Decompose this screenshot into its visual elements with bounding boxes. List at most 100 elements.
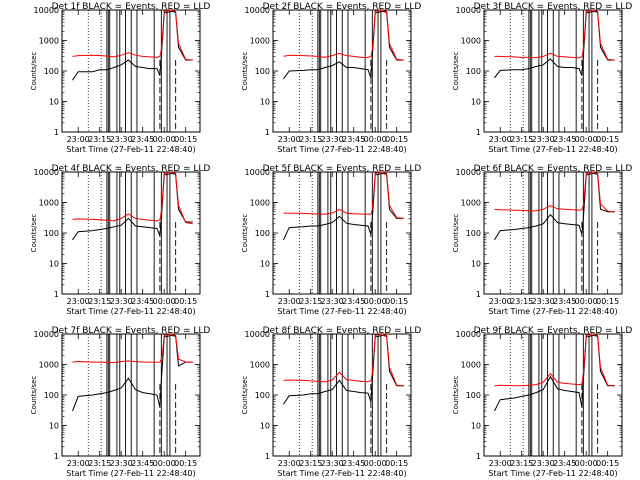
y-tick-label: 10 — [260, 260, 270, 269]
y-tick-label: 1 — [54, 128, 59, 137]
y-tick-label: 10000 — [456, 6, 481, 15]
x-tick-label: 23:45 — [342, 459, 365, 468]
y-axis-label: Counts/sec — [452, 214, 460, 253]
x-axis-label: Start Time (27-Feb-11 22:48:40) — [66, 145, 195, 154]
y-tick-label: 10 — [49, 98, 59, 107]
x-tick-label: 23:45 — [342, 297, 365, 306]
series-line-lld — [283, 171, 404, 219]
x-tick-label: 23:00 — [278, 297, 301, 306]
y-tick-label: 10000 — [34, 168, 59, 177]
panel-det-6f: Det 6f BLACK = Events, RED = LLD 1 10 100 10… — [452, 164, 632, 316]
x-tick-label: 23:30 — [532, 459, 555, 468]
x-tick-label: 23:30 — [321, 459, 344, 468]
series-line-lld — [494, 171, 615, 213]
y-tick-label: 1 — [265, 452, 270, 461]
y-tick-label: 10 — [471, 98, 481, 107]
x-tick-label: 23:15 — [299, 297, 322, 306]
y-tick-label: 1000 — [39, 199, 59, 208]
x-tick-label: 23:00 — [67, 459, 90, 468]
y-axis-label: Counts/sec — [452, 52, 460, 91]
series-line-events — [494, 334, 615, 412]
y-tick-label: 10000 — [245, 6, 270, 15]
series-line-events — [283, 172, 404, 241]
series-line-events — [72, 334, 193, 412]
series-line-events — [72, 10, 193, 81]
x-tick-label: 00:15 — [174, 135, 197, 144]
series-line-events — [494, 10, 615, 79]
y-tick-label: 10000 — [456, 330, 481, 339]
panel-title: Det 6f BLACK = Events, RED = LLD — [474, 164, 633, 174]
y-tick-label: 100 — [44, 229, 59, 238]
x-tick-label: 00:15 — [596, 459, 619, 468]
panel-det-4f: Det 4f BLACK = Events, RED = LLD 1 10 100 10… — [30, 164, 210, 316]
y-tick-label: 1000 — [250, 361, 270, 370]
x-tick-label: 23:45 — [131, 135, 154, 144]
y-axis-label: Counts/sec — [452, 376, 460, 415]
x-axis-label: Start Time (27-Feb-11 22:48:40) — [488, 145, 617, 154]
y-tick-label: 10 — [49, 260, 59, 269]
series-line-lld — [72, 9, 193, 61]
y-tick-label: 1000 — [461, 199, 481, 208]
y-tick-label: 1 — [476, 290, 481, 299]
x-tick-label: 23:45 — [131, 297, 154, 306]
x-tick-label: 00:15 — [385, 297, 408, 306]
y-tick-label: 10000 — [34, 330, 59, 339]
series-line-events — [72, 172, 193, 241]
x-axis-label: Start Time (27-Feb-11 22:48:40) — [277, 469, 406, 478]
y-tick-label: 1000 — [250, 37, 270, 46]
y-tick-label: 1000 — [39, 37, 59, 46]
y-tick-label: 10 — [49, 422, 59, 431]
y-axis-label: Counts/sec — [241, 52, 249, 91]
y-tick-label: 1000 — [39, 361, 59, 370]
x-axis-label: Start Time (27-Feb-11 22:48:40) — [277, 307, 406, 316]
y-tick-label: 100 — [255, 67, 270, 76]
y-tick-label: 10000 — [245, 330, 270, 339]
y-tick-label: 1 — [476, 128, 481, 137]
y-tick-label: 10 — [260, 422, 270, 431]
x-tick-label: 23:30 — [532, 297, 555, 306]
series-line-lld — [283, 333, 404, 387]
panel-det-8f: Det 8f BLACK = Events, RED = LLD 1 10 100 10… — [241, 326, 421, 478]
panel-title: Det 3f BLACK = Events, RED = LLD — [474, 2, 633, 12]
panel-det-7f: Det 7f BLACK = Events, RED = LLD 1 10 100 10… — [30, 326, 210, 478]
x-tick-label: 00:00 — [153, 459, 176, 468]
x-tick-label: 23:30 — [321, 297, 344, 306]
x-tick-label: 00:00 — [575, 297, 598, 306]
y-tick-label: 10 — [471, 422, 481, 431]
x-tick-label: 00:15 — [385, 459, 408, 468]
x-tick-label: 23:30 — [110, 135, 133, 144]
y-tick-label: 1 — [265, 290, 270, 299]
x-tick-label: 00:00 — [153, 297, 176, 306]
x-tick-label: 23:00 — [278, 459, 301, 468]
x-tick-label: 00:00 — [364, 135, 387, 144]
series-line-lld — [283, 9, 404, 61]
x-tick-label: 23:00 — [489, 135, 512, 144]
x-tick-label: 00:00 — [575, 459, 598, 468]
panel-det-2f: Det 2f BLACK = Events, RED = LLD 1 10 100 10… — [241, 2, 421, 154]
x-axis-label: Start Time (27-Feb-11 22:48:40) — [66, 307, 195, 316]
x-tick-label: 23:15 — [510, 297, 533, 306]
y-tick-label: 10000 — [245, 168, 270, 177]
panel-title: Det 7f BLACK = Events, RED = LLD — [52, 326, 211, 336]
panel-title: Det 2f BLACK = Events, RED = LLD — [263, 2, 422, 12]
x-tick-label: 00:00 — [364, 297, 387, 306]
x-axis-label: Start Time (27-Feb-11 22:48:40) — [488, 469, 617, 478]
y-axis-label: Counts/sec — [241, 376, 249, 415]
x-tick-label: 23:45 — [553, 297, 576, 306]
x-tick-label: 23:00 — [67, 135, 90, 144]
x-tick-label: 00:00 — [575, 135, 598, 144]
x-tick-label: 23:45 — [553, 135, 576, 144]
x-tick-label: 23:15 — [88, 459, 111, 468]
y-tick-label: 1 — [54, 290, 59, 299]
y-tick-label: 100 — [466, 391, 481, 400]
x-tick-label: 23:45 — [553, 459, 576, 468]
series-line-lld — [72, 171, 193, 225]
x-tick-label: 23:00 — [489, 459, 512, 468]
panel-det-5f: Det 5f BLACK = Events, RED = LLD 1 10 100 10… — [241, 164, 421, 316]
y-axis-label: Counts/sec — [30, 52, 38, 91]
x-axis-label: Start Time (27-Feb-11 22:48:40) — [488, 307, 617, 316]
x-tick-label: 23:30 — [321, 135, 344, 144]
y-tick-label: 10000 — [456, 168, 481, 177]
y-tick-label: 100 — [466, 229, 481, 238]
y-tick-label: 10 — [260, 98, 270, 107]
